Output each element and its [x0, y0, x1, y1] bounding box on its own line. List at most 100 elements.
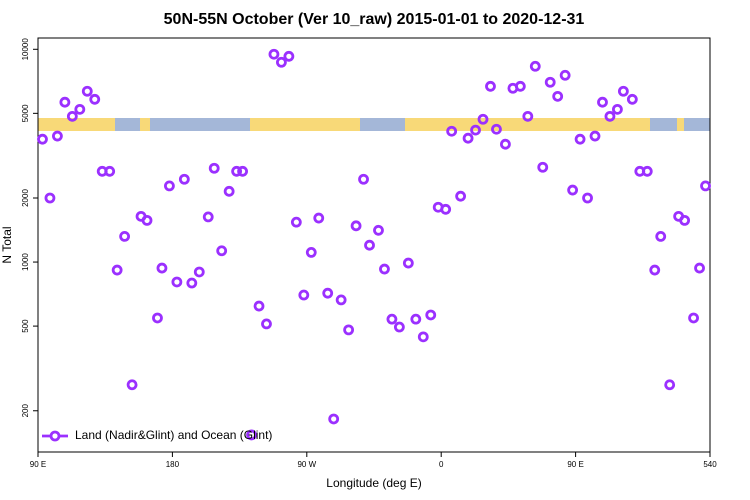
data-point [537, 161, 549, 173]
y-tick-label: 1000 [21, 253, 30, 271]
data-point [164, 180, 175, 192]
data-point [152, 312, 163, 324]
data-point [641, 165, 653, 177]
data-point [617, 85, 629, 97]
data-point [544, 76, 556, 88]
legend-marker [49, 430, 61, 442]
data-point [358, 173, 369, 185]
land-band [38, 118, 115, 131]
data-point [298, 289, 310, 301]
data-point [246, 429, 257, 441]
data-point [373, 224, 384, 236]
data-point [485, 80, 496, 92]
data-point [186, 277, 198, 289]
data-point [223, 185, 235, 197]
data-point [74, 103, 86, 115]
land-band [677, 118, 684, 131]
x-tick-label: 90 E [567, 460, 583, 469]
data-point [597, 96, 608, 108]
y-tick-label: 10000 [21, 38, 30, 61]
y-tick-label: 500 [21, 319, 30, 333]
data-point [425, 309, 437, 321]
data-point [559, 69, 571, 81]
data-point [104, 165, 116, 177]
data-point [313, 212, 325, 224]
data-point [462, 132, 474, 144]
y-tick-label: 2000 [21, 189, 30, 207]
data-point [66, 110, 78, 122]
data-point [237, 165, 248, 177]
data-point [268, 48, 280, 60]
data-point [89, 93, 101, 105]
data-point [44, 192, 56, 204]
data-point [417, 331, 429, 343]
y-axis-label: N Total [0, 226, 14, 263]
data-point [386, 313, 398, 325]
data-point [156, 262, 168, 274]
data-point [290, 216, 302, 228]
data-point [119, 230, 131, 242]
data-point [470, 124, 481, 136]
data-point [626, 93, 638, 105]
data-point [59, 96, 71, 108]
x-tick-label: 180 [166, 460, 180, 469]
legend-label: Land (Nadir&Glint) and Ocean (Glint) [75, 428, 272, 442]
data-point [379, 263, 390, 275]
data-point [514, 80, 526, 92]
plot-frame [37, 37, 711, 453]
data-point [664, 379, 676, 391]
chart-title: 50N-55N October (Ver 10_raw) 2015-01-01 … [164, 11, 585, 28]
data-point [276, 56, 287, 68]
x-axis-label: Longitude (deg E) [326, 476, 421, 490]
data-point [253, 300, 265, 312]
data-point [655, 230, 667, 242]
data-point [208, 162, 220, 174]
data-point [202, 211, 214, 223]
land-ocean-band [38, 118, 710, 131]
data-point [231, 165, 243, 177]
data-point [126, 379, 138, 391]
data-point [694, 262, 705, 274]
data-point [688, 312, 699, 324]
data-point [343, 324, 355, 336]
data-point [393, 321, 405, 333]
data-point [305, 247, 317, 258]
data-point [328, 413, 340, 425]
data-point [37, 133, 48, 145]
y-tick-label: 5000 [21, 104, 30, 122]
data-point [335, 294, 347, 306]
data-point [567, 184, 579, 196]
data-point [283, 50, 295, 62]
data-point [410, 313, 422, 325]
land-band [405, 118, 650, 131]
data-point [582, 192, 593, 204]
data-point [589, 130, 601, 142]
x-tick-label: 0 [439, 460, 444, 469]
data-point [500, 138, 511, 150]
data-point [52, 130, 63, 142]
data-point [440, 203, 452, 215]
data-point [193, 266, 205, 278]
data-point [649, 264, 661, 276]
data-point [141, 214, 153, 226]
data-point [700, 180, 711, 192]
data-point [364, 239, 375, 251]
data-point [604, 110, 616, 122]
data-point [446, 125, 458, 137]
data-point [171, 276, 183, 288]
data-point [261, 318, 272, 330]
x-tick-label: 90 W [297, 460, 316, 469]
data-point [552, 90, 564, 102]
data-point [350, 220, 362, 232]
land-band [140, 118, 150, 131]
y-tick-label: 200 [21, 404, 30, 418]
data-point [477, 113, 489, 125]
data-point [612, 103, 623, 115]
data-point [111, 264, 123, 276]
data-point [322, 287, 334, 299]
data-point [491, 123, 502, 135]
data-point [216, 245, 228, 257]
x-tick-label: 90 E [30, 460, 46, 469]
x-tick-label: 540 [703, 460, 717, 469]
